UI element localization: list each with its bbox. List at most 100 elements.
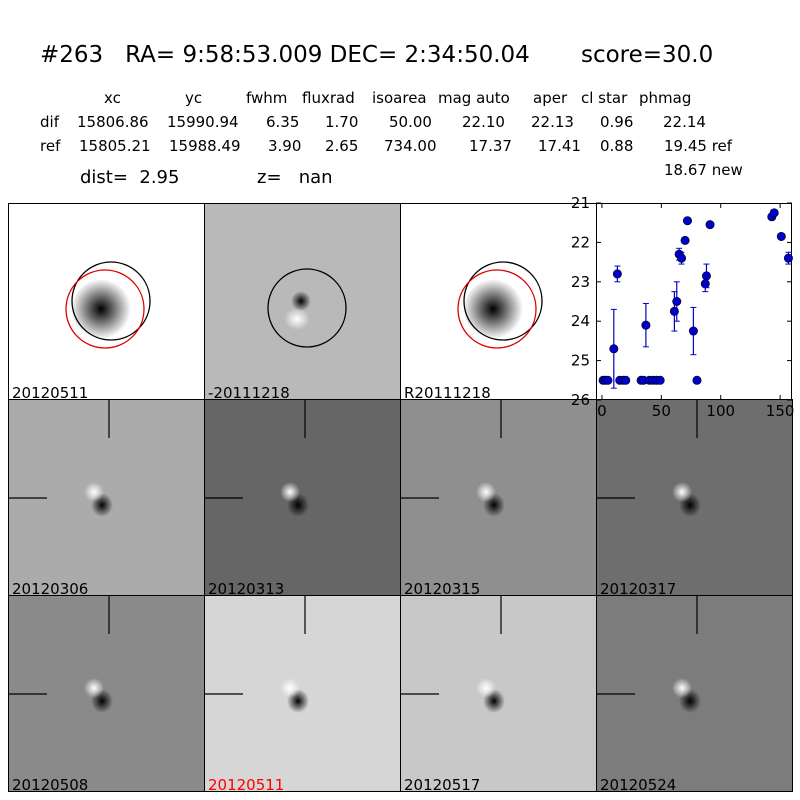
stamp-date-label: -20111218 (208, 384, 290, 400)
residual-bright (284, 308, 310, 330)
data-point (700, 279, 710, 289)
ref-mag-auto: 17.37 (469, 137, 512, 155)
stamp-image (205, 596, 309, 713)
y-tick-label: 25 (571, 352, 590, 370)
stamp-date-label: R20111218 (404, 384, 491, 400)
light-curve-chart: 21 22 23 24 25 26 0 50 100 150 (571, 194, 795, 420)
stamp-date-label: 20120511 (12, 384, 89, 400)
col-header-phmag: phmag (639, 89, 692, 107)
stamp-image (267, 268, 347, 348)
col-header-mag-auto: mag auto (438, 89, 510, 107)
stamp-date-label: 20120313 (208, 580, 285, 596)
data-point (672, 297, 682, 307)
residual-bright (476, 678, 496, 698)
stamp-date-label: 20120315 (404, 580, 481, 596)
reference-circle (65, 269, 145, 349)
stamp-panel-8: 20120511 (204, 595, 401, 792)
ref-yc: 15988.49 (169, 137, 241, 155)
stamp-panel-5: 20120315 (400, 399, 597, 596)
dif-aper: 22.13 (531, 113, 574, 131)
data-point (705, 220, 715, 230)
residual-bright (672, 678, 692, 698)
stamp-image (457, 261, 543, 349)
stamp-date-label: 20120317 (600, 580, 677, 596)
data-point (641, 320, 651, 330)
stamp-date-label: 20120524 (600, 776, 677, 792)
stamp-date-label: 20120306 (12, 580, 89, 596)
dif-cl-star: 0.96 (600, 113, 634, 131)
stamp-panel-6: 20120317 (596, 399, 793, 596)
col-header-xc: xc (104, 89, 121, 107)
dif-fluxrad: 1.70 (325, 113, 359, 131)
row-label-dif: dif (40, 113, 59, 131)
data-point (682, 216, 692, 226)
stamp-panel-10: 20120524 (596, 595, 793, 792)
x-tick-label: 100 (706, 402, 735, 420)
stamp-image (205, 400, 309, 517)
dif-xc: 15806.86 (77, 113, 149, 131)
candidate-title: #263 RA= 9:58:53.009 DEC= 2:34:50.04 sco… (40, 42, 714, 68)
aperture-circle (463, 261, 543, 341)
data-point (701, 271, 711, 281)
col-header-fluxrad: fluxrad (302, 89, 355, 107)
data-point (776, 231, 786, 241)
dif-mag-auto: 22.10 (462, 113, 505, 131)
stamp-panel-1: -20111218 (204, 203, 401, 400)
light-curve-panel: 21 22 23 24 25 26 0 50 100 150 (571, 194, 795, 420)
stamp-panel-0: 20120511 (8, 203, 205, 400)
dif-isoarea: 50.00 (389, 113, 432, 131)
y-tick-label: 23 (571, 273, 590, 291)
data-point (680, 235, 690, 245)
stamp-panel-3: 20120306 (8, 399, 205, 596)
ref-xc: 15805.21 (79, 137, 151, 155)
stamp-image (9, 596, 113, 713)
col-header-aper: aper (533, 89, 568, 107)
x-tick-label: 50 (652, 402, 671, 420)
plot-frame (596, 203, 792, 400)
data-point (688, 326, 698, 336)
data-point (783, 253, 793, 263)
stamp-image (597, 596, 701, 713)
data-point (677, 253, 687, 263)
y-tick-label: 24 (571, 312, 590, 330)
residual-dark (291, 291, 311, 311)
reference-circle (457, 269, 537, 349)
residual-bright (280, 482, 300, 502)
data-point (621, 375, 631, 385)
new-phmag: 18.67 new (664, 161, 743, 179)
data-point (655, 375, 665, 385)
dif-fwhm: 6.35 (266, 113, 300, 131)
data-point (612, 269, 622, 279)
stamp-date-label: 20120511 (208, 776, 285, 792)
stamp-image (401, 400, 505, 517)
residual-bright (476, 482, 496, 502)
dif-yc: 15990.94 (167, 113, 239, 131)
stamp-panel-7: 20120508 (8, 595, 205, 792)
row-label-ref: ref (40, 137, 61, 155)
ref-fluxrad: 2.65 (325, 137, 359, 155)
ref-aper: 17.41 (538, 137, 581, 155)
aperture-circle (71, 261, 151, 341)
residual-bright (672, 482, 692, 502)
stamp-image (401, 596, 505, 713)
residual-bright (280, 678, 300, 698)
stamp-image (65, 261, 151, 349)
data-point (603, 375, 613, 385)
col-header-isoarea: isoarea (372, 89, 427, 107)
z-readout: z= nan (257, 167, 333, 188)
y-tick-label: 22 (571, 233, 590, 251)
stamp-image (597, 400, 701, 517)
ref-phmag: 19.45 ref (664, 137, 733, 155)
y-tick-label: 21 (571, 194, 590, 212)
x-tick-label: 0 (597, 402, 607, 420)
stamp-image (9, 400, 113, 517)
residual-bright (84, 678, 104, 698)
y-tick-label: 26 (571, 391, 590, 409)
stamp-panel-4: 20120313 (204, 399, 401, 596)
aperture-circle (267, 268, 347, 348)
data-point (609, 344, 619, 354)
x-tick-label: 150 (766, 402, 795, 420)
stamp-panel-9: 20120517 (400, 595, 597, 792)
stamp-date-label: 20120517 (404, 776, 481, 792)
col-header-cl-star: cl star (581, 89, 628, 107)
